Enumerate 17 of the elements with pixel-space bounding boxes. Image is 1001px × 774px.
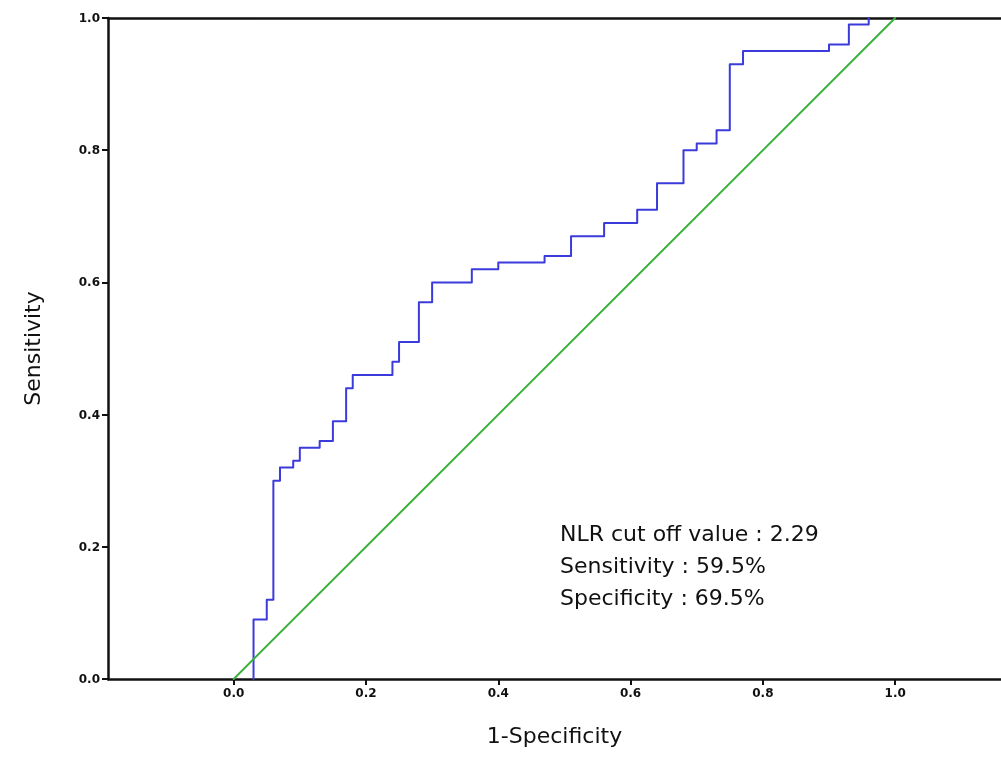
annotation: Specificity : 69.5% <box>560 584 765 610</box>
y-tick-label: 0.8 <box>78 143 100 158</box>
x-axis-title: 1-Specificity <box>486 722 623 748</box>
x-tick-label: 0.2 <box>355 686 377 700</box>
y-axis-title: Sensitivity <box>19 291 45 406</box>
x-tick-label: 0.6 <box>619 686 642 700</box>
y-tick-label: 0.6 <box>78 275 100 290</box>
annotation: NLR cut off value : 2.29 <box>560 520 819 546</box>
annotation: Sensitivity : 59.5% <box>560 552 766 578</box>
x-tick-label: 0.0 <box>223 686 245 700</box>
y-tick-label: 1.0 <box>78 11 100 25</box>
x-tick-label: 0.8 <box>752 686 774 700</box>
x-tick-label: 1.0 <box>884 686 906 700</box>
y-tick-label: 0.0 <box>78 672 100 686</box>
y-tick-label: 0.2 <box>78 539 100 554</box>
x-tick-label: 0.4 <box>487 686 509 700</box>
y-tick-label: 0.4 <box>78 407 100 422</box>
